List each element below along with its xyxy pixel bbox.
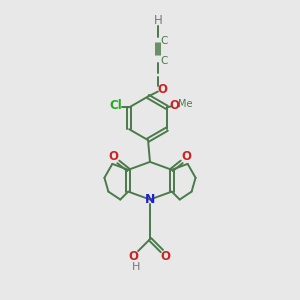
Text: Me: Me [178,99,193,110]
Text: C: C [160,56,168,66]
Text: H: H [154,14,162,27]
Text: O: O [108,150,118,164]
Text: O: O [182,150,192,164]
Text: O: O [128,250,138,263]
Text: C: C [160,36,168,46]
Text: O: O [161,250,171,263]
Text: N: N [145,193,155,206]
Text: Cl: Cl [109,99,122,112]
Text: H: H [132,262,140,272]
Text: O: O [170,99,180,112]
Text: O: O [157,83,167,96]
